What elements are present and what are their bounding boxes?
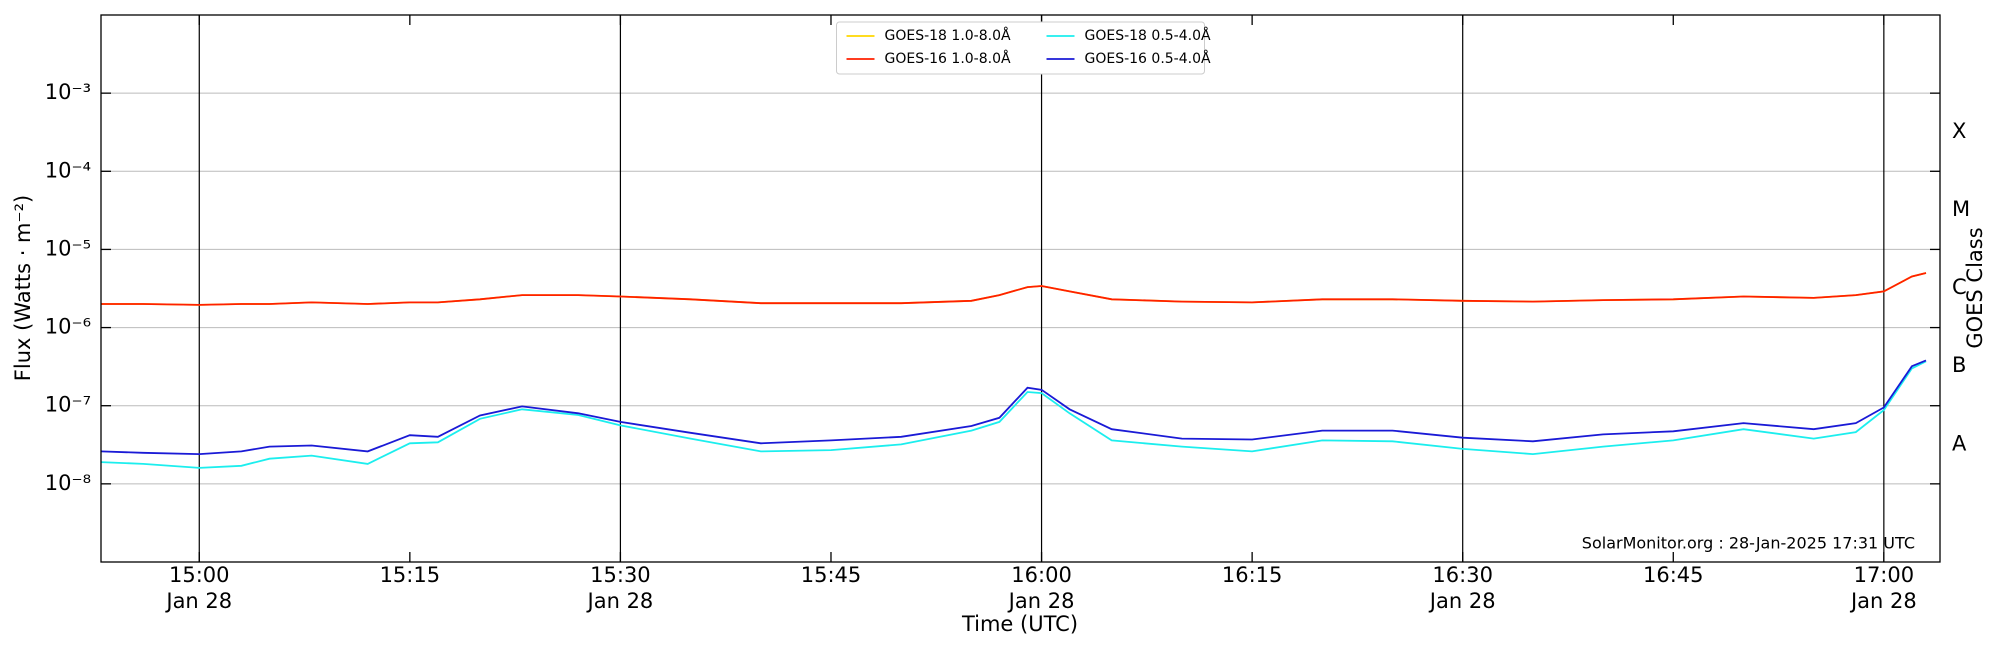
x-tick-date: Jan 28 — [1428, 589, 1496, 613]
y2-tick-label: A — [1952, 431, 1967, 455]
x-tick-label: 17:00 — [1854, 563, 1915, 587]
x-tick-label: 15:15 — [380, 563, 441, 587]
legend-label: GOES-18 0.5-4.0Å — [1085, 27, 1211, 44]
x-tick-label: 15:00 — [169, 563, 230, 587]
y2-tick-label: C — [1952, 275, 1967, 299]
x-tick-label: 15:45 — [801, 563, 862, 587]
x-tick-label: 16:45 — [1643, 563, 1704, 587]
legend-label: GOES-18 1.0-8.0Å — [885, 27, 1011, 44]
x-tick-label: 16:15 — [1222, 563, 1283, 587]
y-axis-label: Flux (Watts · m⁻²) — [11, 195, 35, 381]
y-tick-label: 10⁻⁸ — [45, 471, 91, 495]
x-tick-date: Jan 28 — [164, 589, 232, 613]
x-axis-label: Time (UTC) — [961, 612, 1078, 636]
annotation: SolarMonitor.org : 28-Jan-2025 17:31 UTC — [1582, 534, 1915, 553]
x-tick-date: Jan 28 — [1007, 589, 1075, 613]
x-tick-label: 16:00 — [1011, 563, 1072, 587]
y2-axis-label: GOES Class — [1963, 227, 1987, 348]
series-line — [100, 360, 1927, 469]
y2-tick-label: X — [1952, 119, 1966, 143]
series-line — [101, 272, 1927, 306]
y-tick-label: 10⁻⁴ — [45, 158, 91, 182]
y-tick-label: 10⁻⁵ — [45, 236, 91, 260]
x-tick-date: Jan 28 — [1849, 589, 1917, 613]
y2-tick-label: M — [1952, 197, 1970, 221]
series-line — [100, 359, 1927, 456]
y-tick-label: 10⁻⁶ — [45, 315, 91, 339]
x-tick-label: 15:30 — [590, 563, 651, 587]
y2-tick-label: B — [1952, 353, 1966, 377]
legend-box — [836, 21, 1205, 75]
x-tick-label: 16:30 — [1432, 563, 1493, 587]
legend-label: GOES-16 0.5-4.0Å — [1085, 50, 1211, 67]
legend-label: GOES-16 1.0-8.0Å — [885, 50, 1011, 67]
plot-frame — [100, 14, 1941, 563]
y-tick-label: 10⁻³ — [45, 80, 91, 104]
x-tick-date: Jan 28 — [586, 589, 654, 613]
y-tick-label: 10⁻⁷ — [45, 393, 91, 417]
